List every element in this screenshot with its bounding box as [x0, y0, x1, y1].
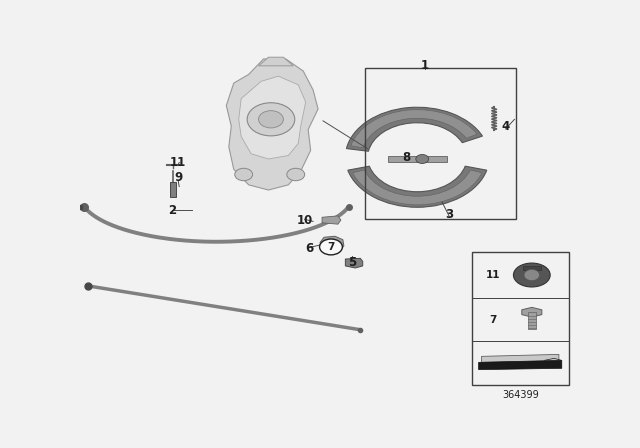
Text: 4: 4: [502, 120, 509, 133]
Bar: [388, 156, 447, 162]
Text: 11: 11: [170, 156, 186, 169]
Ellipse shape: [524, 269, 540, 280]
Circle shape: [319, 239, 342, 255]
Polygon shape: [259, 57, 293, 66]
Wedge shape: [351, 110, 477, 148]
Circle shape: [287, 168, 305, 181]
Text: 7: 7: [327, 242, 335, 252]
Bar: [170, 182, 176, 197]
Wedge shape: [346, 107, 483, 151]
Text: 8: 8: [403, 151, 410, 164]
Bar: [523, 267, 541, 270]
Text: 5: 5: [348, 256, 356, 269]
Circle shape: [235, 168, 253, 181]
Text: 9: 9: [174, 172, 182, 185]
Circle shape: [259, 111, 284, 128]
Polygon shape: [239, 76, 306, 159]
Bar: [472, 252, 568, 385]
Circle shape: [247, 103, 295, 136]
Polygon shape: [346, 258, 363, 268]
Bar: [528, 312, 536, 329]
Text: 2: 2: [168, 204, 176, 217]
Polygon shape: [479, 360, 562, 370]
Wedge shape: [348, 166, 487, 207]
Wedge shape: [353, 170, 482, 205]
Polygon shape: [481, 354, 559, 362]
Text: 7: 7: [490, 314, 497, 324]
Polygon shape: [322, 216, 341, 224]
Bar: [365, 68, 516, 220]
Text: 6: 6: [305, 242, 313, 255]
Polygon shape: [227, 59, 318, 190]
Text: 11: 11: [486, 270, 500, 280]
Polygon shape: [522, 307, 542, 317]
Text: 364399: 364399: [502, 390, 539, 400]
Text: 3: 3: [445, 208, 454, 221]
Circle shape: [416, 155, 429, 164]
Text: 1: 1: [420, 59, 429, 72]
Ellipse shape: [513, 263, 550, 287]
Polygon shape: [320, 236, 344, 254]
Circle shape: [326, 241, 337, 248]
Text: 10: 10: [296, 214, 313, 227]
